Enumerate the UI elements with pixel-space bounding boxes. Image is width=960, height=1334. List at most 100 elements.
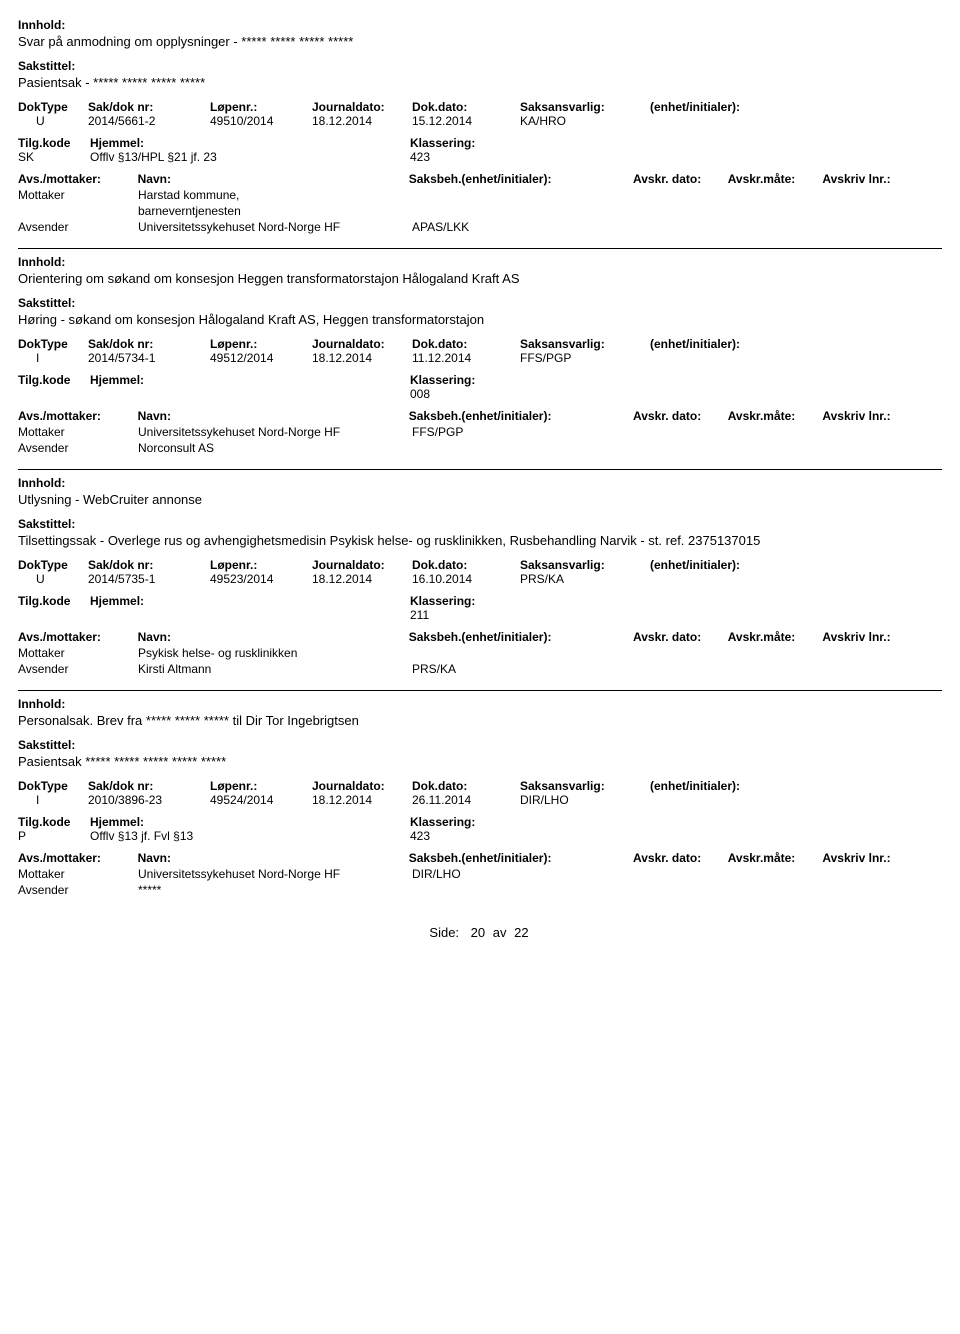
saksbeh-label: Saksbeh.(enhet/initialer): <box>409 409 633 423</box>
doc-value-row: I2010/3896-2349524/201418.12.201426.11.2… <box>18 793 942 807</box>
tilg-value-row: 008 <box>18 387 942 401</box>
avsmot-header-row: Avs./mottaker:Navn:Saksbeh.(enhet/initia… <box>18 409 942 423</box>
innhold-label: Innhold: <box>18 476 942 490</box>
doktype-label: DokType <box>18 558 88 572</box>
record-separator <box>18 469 942 470</box>
saksansvarlig-value: FFS/PGP <box>520 351 650 365</box>
tilg-header-row: Tilg.kodeHjemmel:Klassering: <box>18 136 942 150</box>
saksansvarlig-value: KA/HRO <box>520 114 650 128</box>
saknr-label: Sak/dok nr: <box>88 779 210 793</box>
doktype-label: DokType <box>18 337 88 351</box>
party-role: Mottaker <box>18 425 138 439</box>
saksansvarlig-value: PRS/KA <box>520 572 650 586</box>
party-code <box>412 188 612 202</box>
party-code <box>412 646 612 660</box>
avsmot-header-row: Avs./mottaker:Navn:Saksbeh.(enhet/initia… <box>18 172 942 186</box>
sakstittel-value: Pasientsak - ***** ***** ***** ***** <box>18 75 942 90</box>
klassering-value: 008 <box>410 387 560 401</box>
klassering-value: 423 <box>410 829 560 843</box>
avskr-dato-label: Avskr. dato: <box>633 851 728 865</box>
party-role: Avsender <box>18 220 138 234</box>
avskriv-lnr-label: Avskriv lnr.: <box>822 630 942 644</box>
journaldato-label: Journaldato: <box>312 100 412 114</box>
journaldato-value: 18.12.2014 <box>312 793 412 807</box>
saknr-label: Sak/dok nr: <box>88 337 210 351</box>
doc-header-row: DokTypeSak/dok nr:Løpenr.:Journaldato:Do… <box>18 337 942 351</box>
party-role: Avsender <box>18 662 138 676</box>
tilg-value-row: POfflv §13 jf. Fvl §13423 <box>18 829 942 843</box>
saksansvarlig-value: DIR/LHO <box>520 793 650 807</box>
journal-record: Innhold: Svar på anmodning om opplysninge… <box>18 18 942 234</box>
record-separator <box>18 690 942 691</box>
klassering-label: Klassering: <box>410 815 560 829</box>
hjemmel-value: Offlv §13/HPL §21 jf. 23 <box>90 150 410 164</box>
avsmot-label: Avs./mottaker: <box>18 630 138 644</box>
navn-label: Navn: <box>138 172 409 186</box>
party-code: FFS/PGP <box>412 425 612 439</box>
dokdato-label: Dok.dato: <box>412 779 520 793</box>
enhet-value <box>650 572 800 586</box>
saknr-value: 2014/5735-1 <box>88 572 210 586</box>
party-name: Universitetssykehuset Nord-Norge HF <box>138 867 412 881</box>
party-name: ***** <box>138 883 412 897</box>
enhet-label: (enhet/initialer): <box>650 558 800 572</box>
total-pages: 22 <box>514 925 528 940</box>
party-name: Harstad kommune, <box>138 188 412 202</box>
saknr-label: Sak/dok nr: <box>88 100 210 114</box>
journaldato-value: 18.12.2014 <box>312 572 412 586</box>
party-row: barneverntjenesten <box>18 204 942 218</box>
innhold-label: Innhold: <box>18 18 942 32</box>
sakstittel-value: Tilsettingssak - Overlege rus og avhengi… <box>18 533 942 548</box>
innhold-value: Svar på anmodning om opplysninger - ****… <box>18 34 942 49</box>
journal-record: Innhold: Orientering om søkand om konsesj… <box>18 255 942 455</box>
tilgkode-label: Tilg.kode <box>18 136 90 150</box>
navn-label: Navn: <box>138 409 409 423</box>
innhold-label: Innhold: <box>18 255 942 269</box>
dokdato-label: Dok.dato: <box>412 100 520 114</box>
journaldato-label: Journaldato: <box>312 337 412 351</box>
tilgkode-label: Tilg.kode <box>18 594 90 608</box>
journaldato-value: 18.12.2014 <box>312 351 412 365</box>
hjemmel-label: Hjemmel: <box>90 373 410 387</box>
party-code <box>412 441 612 455</box>
party-name: Universitetssykehuset Nord-Norge HF <box>138 425 412 439</box>
klassering-value: 423 <box>410 150 560 164</box>
sakstittel-label: Sakstittel: <box>18 296 942 310</box>
enhet-label: (enhet/initialer): <box>650 100 800 114</box>
navn-label: Navn: <box>138 851 409 865</box>
party-row: AvsenderKirsti AltmannPRS/KA <box>18 662 942 676</box>
doktype-value: I <box>18 351 88 365</box>
side-label: Side: <box>429 925 459 940</box>
doktype-value: I <box>18 793 88 807</box>
hjemmel-value: Offlv §13 jf. Fvl §13 <box>90 829 410 843</box>
doktype-value: U <box>18 114 88 128</box>
page-number: 20 <box>471 925 485 940</box>
lopenr-label: Løpenr.: <box>210 100 312 114</box>
sakstittel-label: Sakstittel: <box>18 517 942 531</box>
party-role: Mottaker <box>18 188 138 202</box>
journaldato-label: Journaldato: <box>312 558 412 572</box>
party-role <box>18 204 138 218</box>
lopenr-label: Løpenr.: <box>210 558 312 572</box>
saksansvarlig-label: Saksansvarlig: <box>520 100 650 114</box>
party-role: Mottaker <box>18 867 138 881</box>
tilgkode-value: SK <box>18 150 90 164</box>
avskriv-lnr-label: Avskriv lnr.: <box>822 851 942 865</box>
records-container: Innhold: Svar på anmodning om opplysninge… <box>18 18 942 897</box>
party-name: Universitetssykehuset Nord-Norge HF <box>138 220 412 234</box>
klassering-value: 211 <box>410 608 560 622</box>
journaldato-value: 18.12.2014 <box>312 114 412 128</box>
party-code <box>412 204 612 218</box>
doktype-value: U <box>18 572 88 586</box>
hjemmel-label: Hjemmel: <box>90 136 410 150</box>
party-role: Mottaker <box>18 646 138 660</box>
tilg-value-row: 211 <box>18 608 942 622</box>
avskriv-lnr-label: Avskriv lnr.: <box>822 172 942 186</box>
party-row: MottakerPsykisk helse- og rusklinikken <box>18 646 942 660</box>
party-name: barneverntjenesten <box>138 204 412 218</box>
dokdato-value: 16.10.2014 <box>412 572 520 586</box>
party-role: Avsender <box>18 441 138 455</box>
tilgkode-label: Tilg.kode <box>18 815 90 829</box>
doc-value-row: U2014/5661-249510/201418.12.201415.12.20… <box>18 114 942 128</box>
innhold-value: Orientering om søkand om konsesjon Hegge… <box>18 271 942 286</box>
